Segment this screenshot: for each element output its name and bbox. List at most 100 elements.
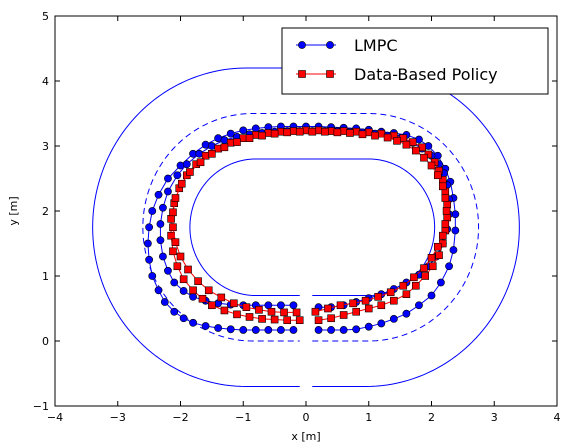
lmpc-point — [264, 326, 273, 334]
data-based-point — [173, 262, 182, 271]
lmpc-point — [154, 286, 163, 295]
y-tick-label: 4 — [42, 75, 49, 88]
x-tick-label: −2 — [172, 411, 188, 424]
lmpc-point — [170, 307, 179, 316]
data-based-point — [327, 314, 335, 323]
lmpc-point — [164, 266, 172, 275]
lmpc-point — [451, 226, 460, 235]
data-based-point — [420, 153, 428, 162]
data-based-point — [283, 316, 291, 325]
data-based-point — [230, 299, 238, 308]
data-based-point — [327, 127, 335, 135]
data-based-point — [184, 265, 192, 274]
lmpc-point — [377, 319, 386, 328]
data-based-point — [270, 129, 279, 138]
data-based-point — [169, 223, 177, 232]
lmpc-point — [179, 287, 188, 295]
x-tick-label: −4 — [47, 411, 63, 424]
data-based-point — [435, 251, 443, 259]
lmpc-point — [239, 326, 248, 334]
data-based-point — [427, 161, 436, 170]
data-based-point — [208, 301, 216, 310]
data-based-point — [295, 127, 304, 136]
data-based-point — [314, 126, 323, 135]
lmpc-point — [173, 171, 182, 180]
trajectories — [143, 122, 460, 334]
data-based-point — [410, 273, 418, 282]
y-axis-label: y [m] — [7, 196, 20, 225]
data-based-point — [308, 127, 317, 136]
lmpc-point — [201, 140, 210, 149]
data-based-point — [412, 146, 420, 155]
lmpc-point — [182, 160, 191, 169]
lmpc-point — [148, 207, 157, 215]
data-based-point — [346, 129, 354, 137]
data-based-point — [198, 294, 207, 303]
lmpc-point — [289, 326, 298, 334]
data-based-point — [171, 238, 180, 246]
data-based-point — [321, 127, 329, 136]
data-based-point — [233, 138, 241, 146]
lmpc-point — [145, 255, 154, 264]
lmpc-point — [276, 326, 285, 334]
lmpc-point — [179, 314, 188, 323]
data-based-point — [233, 310, 241, 319]
lmpc-point — [314, 326, 323, 334]
lmpc-point — [415, 301, 423, 310]
data-based-point — [255, 305, 263, 314]
data-based-point — [438, 182, 447, 191]
data-based-point — [441, 220, 450, 228]
lmpc-point — [156, 220, 165, 228]
data-based-point — [176, 252, 185, 261]
data-based-point — [333, 128, 342, 137]
data-based-point — [245, 313, 254, 321]
lmpc-point — [339, 326, 348, 334]
data-based-point — [302, 126, 310, 135]
lmpc-point — [154, 190, 163, 199]
x-tick-label: −3 — [110, 411, 126, 424]
lmpc-point — [159, 252, 167, 261]
data-based-point — [420, 264, 428, 273]
data-based-point — [438, 231, 447, 240]
y-tick-label: 5 — [42, 10, 49, 23]
lmpc-point — [437, 278, 445, 287]
data-based-point — [428, 262, 437, 271]
data-based-point — [292, 308, 301, 317]
data-based-point — [267, 307, 276, 316]
data-based-point — [393, 137, 401, 145]
data-based-point — [242, 303, 251, 312]
lmpc-point — [449, 246, 458, 254]
lmpc-point — [226, 325, 235, 334]
legend-lmpc-marker-left — [298, 41, 306, 49]
y-tick-label: −1 — [33, 400, 49, 413]
data-based-point — [189, 286, 197, 295]
data-based-point — [171, 194, 180, 202]
lmpc-point — [148, 272, 157, 280]
data-based-point — [402, 140, 411, 149]
lmpc-point — [189, 318, 197, 327]
legend-lmpc-marker-right — [326, 41, 334, 49]
x-tick-label: 4 — [554, 411, 561, 424]
lmpc-point — [251, 326, 260, 334]
data-based-point — [220, 306, 229, 315]
data-based-point — [336, 301, 345, 310]
lmpc-point — [214, 324, 223, 332]
lmpc-point — [289, 301, 298, 310]
lmpc-point — [164, 187, 172, 196]
data-based-point — [377, 301, 386, 310]
y-tick-label: 1 — [42, 270, 49, 283]
lmpc-point — [201, 322, 210, 330]
data-based-point — [339, 311, 348, 319]
data-based-point — [441, 194, 450, 202]
data-based-point — [196, 158, 205, 167]
lmpc-point — [159, 203, 167, 212]
data-based-point — [383, 133, 392, 142]
legend: LMPC Data-Based Policy — [281, 27, 549, 95]
data-based-point — [194, 277, 202, 286]
data-based-point — [208, 150, 216, 158]
x-tick-label: 2 — [428, 411, 435, 424]
data-based-point — [371, 131, 379, 140]
data-based-point — [427, 254, 436, 262]
data-based-point — [374, 292, 382, 301]
